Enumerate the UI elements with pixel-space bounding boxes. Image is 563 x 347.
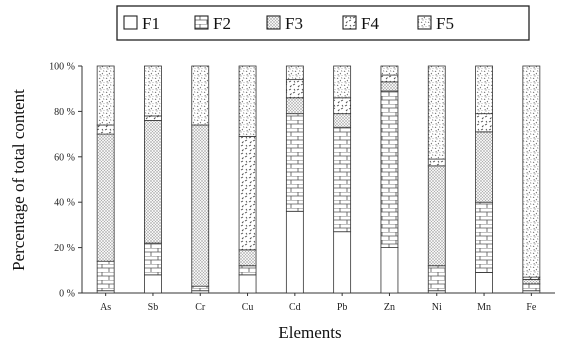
bar-segment-f3 [475, 131, 493, 203]
legend-frame [116, 5, 530, 41]
bar-segment-f1 [333, 231, 352, 294]
y-tick-label: 20 % [54, 243, 75, 254]
bar-segment-f5 [380, 65, 399, 76]
bar-segment-f3 [427, 165, 446, 267]
bar-segment-f1 [285, 210, 304, 294]
labels: Percentage of total content Elements 0 %… [9, 62, 537, 343]
bar-segment-f2 [144, 242, 162, 276]
bar-segment-f3 [285, 97, 304, 115]
y-tick-label: 100 % [49, 62, 75, 73]
x-tick-label: Cu [242, 302, 254, 313]
y-axis-title: Percentage of total content [9, 89, 28, 271]
legend-label-f5: F5 [436, 14, 454, 33]
y-tick-label: 0 % [59, 289, 75, 300]
bar-segment-f5 [475, 65, 493, 115]
bars [96, 65, 541, 294]
y-tick-label: 40 % [54, 198, 75, 209]
bar-segment-f1 [475, 272, 493, 294]
bar-segment-f5 [427, 65, 446, 160]
bar-segment-f3 [96, 133, 115, 262]
legend-swatch-f5 [417, 15, 432, 30]
x-tick-label: Cd [289, 302, 301, 313]
bar-segment-f2 [522, 283, 541, 292]
bar-segment-f5 [238, 65, 257, 137]
bar-segment-f2 [333, 126, 352, 233]
bar-segment-f4 [96, 124, 115, 135]
bar-segment-f3 [238, 249, 257, 267]
bar-segment-f4 [427, 158, 446, 167]
bar-segment-f5 [285, 65, 304, 81]
x-tick-label: Fe [526, 302, 537, 313]
bar-segment-f4 [238, 135, 257, 251]
bar-segment-f5 [144, 65, 162, 117]
x-tick-label: Zn [384, 302, 395, 313]
bar-segment-f2 [380, 90, 399, 249]
legend-label-f1: F1 [142, 14, 160, 33]
legend-swatch-f1 [123, 15, 138, 30]
x-tick-label: Mn [477, 302, 491, 313]
bar-segment-f5 [333, 65, 352, 99]
bar-segment-f5 [191, 65, 210, 126]
x-tick-label: Sb [148, 302, 159, 313]
bar-segment-f2 [427, 265, 446, 292]
bar-segment-f1 [144, 274, 162, 294]
bar-segment-f3 [522, 278, 541, 285]
bar-segment-f2 [475, 201, 493, 273]
bar-segment-f5 [522, 65, 541, 278]
bar-segment-f4 [475, 113, 493, 133]
bar-segment-f3 [144, 120, 162, 244]
legend-label-f3: F3 [285, 14, 303, 33]
bar-segment-f3 [380, 81, 399, 92]
y-tick-label: 60 % [54, 152, 75, 163]
bar-segment-f3 [191, 124, 210, 287]
legend-label-f4: F4 [361, 14, 379, 33]
x-tick-label: Pb [337, 302, 348, 313]
legend-label-f2: F2 [213, 14, 231, 33]
legend-swatch-f2 [194, 15, 209, 30]
bar-segment-f1 [238, 274, 257, 294]
bar-segment-f5 [96, 65, 115, 126]
x-tick-label: As [100, 302, 111, 313]
bar-segment-f4 [333, 97, 352, 115]
x-tick-label: Cr [195, 302, 206, 313]
bar-segment-f1 [380, 247, 399, 294]
x-axis-title: Elements [278, 323, 341, 342]
x-tick-label: Ni [432, 302, 442, 313]
bar-segment-f2 [191, 285, 210, 292]
bar-segment-f2 [285, 113, 304, 212]
bar-segment-f4 [285, 79, 304, 99]
bar-segment-f2 [238, 265, 257, 276]
bar-segment-f3 [333, 113, 352, 128]
bar-segment-f4 [144, 115, 162, 121]
legend: F1 F2 F3 F4 F5 [116, 5, 530, 41]
legend-swatch-f3 [266, 15, 281, 30]
bar-segment-f4 [380, 74, 399, 83]
bar-segment-f2 [96, 260, 115, 292]
y-tick-label: 80 % [54, 107, 75, 118]
legend-swatch-f4 [342, 15, 357, 30]
